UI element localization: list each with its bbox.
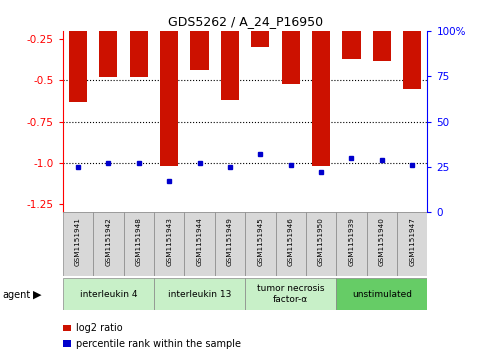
Bar (93, 212, 124, 276)
Text: GSM1151939: GSM1151939 (348, 217, 355, 266)
Text: GSM1151941: GSM1151941 (75, 217, 81, 266)
Text: unstimulated: unstimulated (352, 290, 412, 298)
Text: ▶: ▶ (33, 290, 42, 300)
Bar (342, 31, 361, 59)
Bar (154, 278, 245, 310)
Bar (129, 31, 148, 77)
Bar (397, 212, 427, 276)
Bar (221, 31, 239, 100)
Bar (124, 212, 154, 276)
Bar (185, 212, 215, 276)
Bar (154, 212, 185, 276)
Bar (245, 212, 275, 276)
Bar (99, 31, 117, 77)
Text: interleukin 4: interleukin 4 (80, 290, 137, 298)
Text: GSM1151943: GSM1151943 (166, 217, 172, 266)
Bar (245, 278, 336, 310)
Text: GSM1151946: GSM1151946 (288, 217, 294, 266)
Bar (251, 31, 270, 47)
Text: GSM1151945: GSM1151945 (257, 217, 263, 266)
Text: log2 ratio: log2 ratio (76, 323, 123, 333)
Text: GSM1151947: GSM1151947 (409, 217, 415, 266)
Text: agent: agent (2, 290, 30, 300)
Text: GSM1151944: GSM1151944 (197, 217, 202, 266)
Text: GSM1151942: GSM1151942 (105, 217, 112, 266)
Bar (282, 31, 300, 83)
Bar (275, 212, 306, 276)
Text: GSM1151940: GSM1151940 (379, 217, 385, 266)
Bar (160, 31, 178, 166)
Bar (306, 212, 336, 276)
Text: percentile rank within the sample: percentile rank within the sample (76, 339, 242, 349)
Bar (312, 31, 330, 166)
Bar (336, 278, 427, 310)
Text: interleukin 13: interleukin 13 (168, 290, 231, 298)
Bar (403, 31, 421, 89)
Bar (215, 212, 245, 276)
Text: tumor necrosis
factor-α: tumor necrosis factor-α (257, 284, 325, 304)
Bar (69, 31, 87, 102)
Text: GSM1151948: GSM1151948 (136, 217, 142, 266)
Bar (63, 278, 154, 310)
Bar (373, 31, 391, 61)
Bar (367, 212, 397, 276)
Text: GSM1151950: GSM1151950 (318, 217, 324, 266)
Text: GSM1151949: GSM1151949 (227, 217, 233, 266)
Title: GDS5262 / A_24_P16950: GDS5262 / A_24_P16950 (168, 15, 323, 28)
Bar (190, 31, 209, 70)
Bar (336, 212, 367, 276)
Bar (63, 212, 93, 276)
